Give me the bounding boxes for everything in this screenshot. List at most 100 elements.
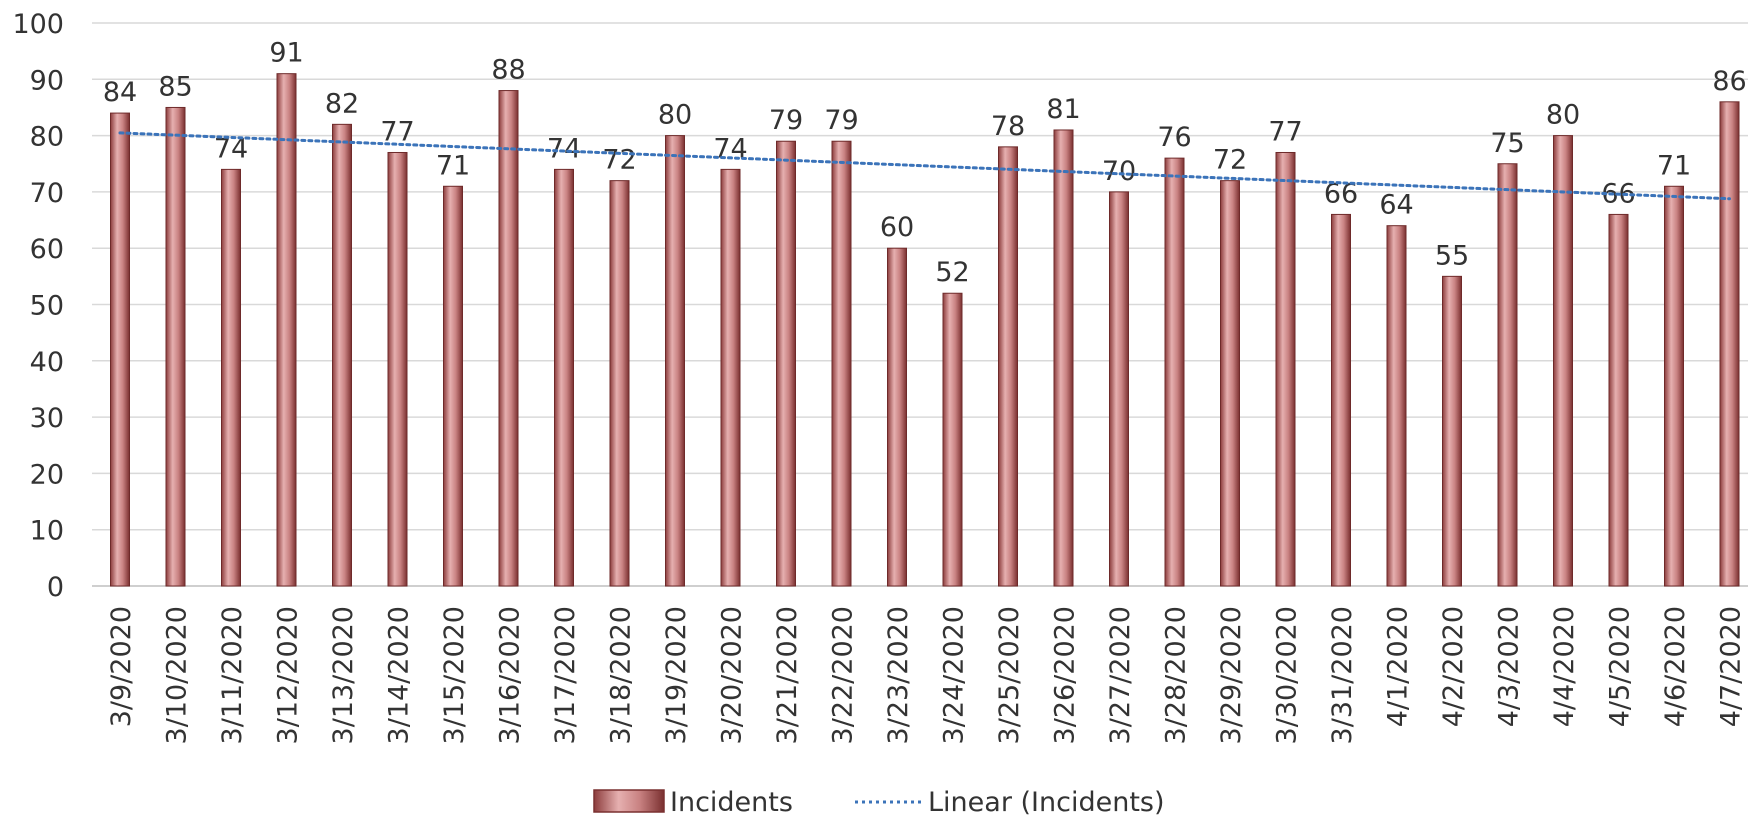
bar: [1553, 135, 1573, 587]
bar: [165, 106, 186, 587]
x-tick-label: 4/6/2020: [1660, 606, 1691, 727]
gridlines: [92, 22, 1748, 587]
x-tick-label: 4/7/2020: [1716, 606, 1747, 727]
bar: [776, 140, 796, 587]
data-label: 55: [1435, 240, 1469, 271]
y-tick-label: 10: [30, 516, 64, 547]
x-tick-label: 3/18/2020: [606, 606, 637, 744]
data-label: 80: [1546, 100, 1580, 131]
data-label: 78: [991, 111, 1025, 142]
x-tick-label: 3/13/2020: [328, 606, 359, 744]
bar: [609, 180, 630, 587]
bar: [1053, 129, 1074, 587]
data-label: 52: [935, 257, 969, 288]
y-tick-label: 80: [30, 122, 64, 153]
y-tick-label: 60: [30, 234, 64, 265]
legend-swatch-incidents: [593, 789, 665, 813]
x-tick-label: 3/20/2020: [717, 606, 748, 744]
data-label: 75: [1490, 128, 1524, 159]
x-tick-label: 3/21/2020: [772, 606, 803, 744]
bar: [1386, 225, 1407, 587]
bar: [1442, 275, 1462, 587]
data-label: 80: [658, 100, 692, 131]
bar: [1109, 191, 1129, 587]
data-label: 79: [824, 105, 858, 136]
bar: [1164, 157, 1185, 587]
bars: [110, 73, 1740, 587]
bar: [1220, 180, 1240, 587]
legend-label-trendline: Linear (Incidents): [928, 787, 1165, 818]
x-tick-label: 3/9/2020: [106, 606, 137, 727]
y-tick-label: 100: [12, 9, 64, 40]
bar: [276, 73, 297, 587]
data-label: 64: [1379, 190, 1413, 221]
legend-label-incidents: Incidents: [670, 787, 793, 818]
y-tick-label: 20: [30, 459, 64, 490]
y-tick-label: 90: [30, 65, 64, 96]
x-axis-ticks: 3/9/2020 3/10/2020 3/11/2020 3/12/2020 3/13/…: [106, 606, 1747, 744]
bar: [998, 146, 1018, 587]
x-tick-label: 3/29/2020: [1216, 606, 1247, 744]
x-tick-label: 3/25/2020: [994, 606, 1025, 744]
data-label: 84: [103, 77, 137, 108]
data-label: 76: [1157, 122, 1191, 153]
x-tick-label: 3/16/2020: [495, 606, 526, 744]
data-label: 77: [1268, 116, 1302, 147]
data-label: 70: [1102, 156, 1136, 187]
bar: [110, 112, 130, 587]
x-tick-label: 3/26/2020: [1050, 606, 1081, 744]
data-label: 85: [158, 71, 192, 102]
x-tick-label: 3/11/2020: [217, 606, 248, 744]
x-tick-label: 3/23/2020: [883, 606, 914, 744]
data-label: 82: [325, 88, 359, 119]
data-label: 60: [880, 212, 914, 243]
bar: [1719, 101, 1740, 587]
data-label: 91: [269, 38, 303, 69]
trendline-layer: [118, 131, 1731, 201]
data-label: 71: [1657, 150, 1691, 181]
bar: [1497, 163, 1518, 587]
bar: [387, 151, 408, 587]
bar: [221, 168, 241, 587]
bar: [720, 168, 741, 587]
x-tick-label: 3/14/2020: [384, 606, 415, 744]
data-label: 86: [1712, 66, 1746, 97]
data-label: 72: [1213, 145, 1247, 176]
bar: [1664, 185, 1684, 587]
x-tick-label: 3/31/2020: [1327, 606, 1358, 744]
y-tick-label: 50: [30, 291, 64, 322]
x-tick-label: 3/27/2020: [1105, 606, 1136, 744]
bar: [1331, 213, 1351, 587]
data-label: 88: [491, 55, 525, 86]
y-tick-label: 70: [30, 178, 64, 209]
bar: [443, 185, 463, 587]
x-tick-label: 4/4/2020: [1549, 606, 1580, 727]
x-tick-label: 4/2/2020: [1438, 606, 1469, 727]
y-tick-label: 30: [30, 403, 64, 434]
x-tick-label: 4/3/2020: [1494, 606, 1525, 727]
x-tick-label: 4/1/2020: [1383, 606, 1414, 727]
data-label: 81: [1046, 94, 1080, 125]
x-tick-label: 3/30/2020: [1272, 606, 1303, 744]
x-tick-label: 3/22/2020: [828, 606, 859, 744]
x-tick-label: 4/5/2020: [1605, 606, 1636, 727]
x-tick-label: 3/12/2020: [273, 606, 304, 744]
bar: [554, 168, 574, 587]
x-tick-label: 3/15/2020: [439, 606, 470, 744]
x-tick-label: 3/19/2020: [661, 606, 692, 744]
data-label: 72: [602, 145, 636, 176]
data-label: 79: [769, 105, 803, 136]
bar: [1275, 151, 1296, 587]
legend: Incidents Linear (Incidents): [593, 787, 1165, 818]
bar: [665, 135, 685, 587]
x-tick-label: 3/17/2020: [550, 606, 581, 744]
x-tick-label: 3/28/2020: [1161, 606, 1192, 744]
y-tick-label: 0: [47, 572, 64, 603]
bar: [831, 140, 852, 587]
y-axis-ticks: 0 10 20 30 40 50 60 70 80 90 100: [12, 9, 64, 603]
bar: [942, 292, 963, 587]
x-tick-label: 3/24/2020: [939, 606, 970, 744]
data-label: 74: [547, 133, 581, 164]
